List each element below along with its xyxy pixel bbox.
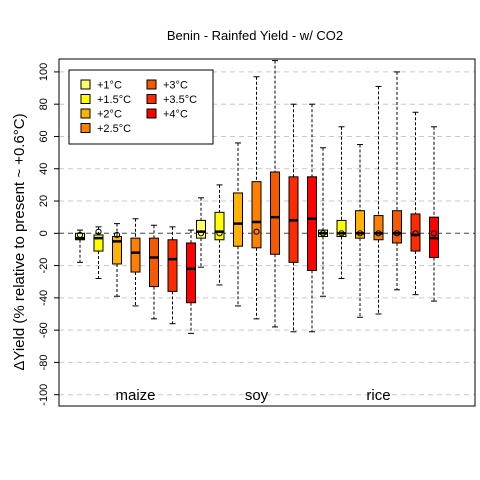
box-body — [270, 171, 280, 255]
box-body — [251, 181, 262, 249]
box-maize-2 — [93, 226, 104, 279]
y-axis-label: ΔYield (% relative to present ~ +0.6°C) — [11, 113, 28, 370]
box-soy-2 — [214, 184, 225, 286]
box-series — [75, 60, 439, 334]
box-body — [112, 236, 122, 265]
box-mean-marker — [319, 230, 327, 237]
box-body — [392, 210, 402, 244]
box-soy-1 — [196, 197, 206, 268]
box-mean-marker — [95, 228, 102, 235]
box-body — [336, 219, 347, 238]
box-mean-marker — [338, 230, 345, 237]
y-tick-label: -60 — [38, 322, 50, 338]
box-rice-2 — [336, 126, 347, 279]
legend-item: +2.5°C — [80, 123, 131, 135]
y-axis: -100 -80 -60 -40 -20 0 20 40 60 80 100 — [38, 63, 59, 406]
legend-swatch — [146, 94, 157, 104]
y-tick-label: -40 — [38, 290, 50, 306]
legend-item: +3.5°C — [146, 94, 197, 106]
box-body — [93, 234, 104, 252]
legend-swatch — [80, 94, 91, 104]
legend-item: +3°C — [146, 79, 188, 92]
box-body — [186, 242, 196, 304]
box-body — [196, 219, 206, 239]
box-soy-6 — [288, 103, 299, 333]
legend-label: +4°C — [163, 109, 188, 121]
y-tick-label: 20 — [38, 195, 50, 207]
box-rice-4 — [373, 85, 384, 315]
legend-item: +1°C — [80, 79, 122, 92]
box-maize-6 — [167, 226, 178, 325]
box-body — [75, 232, 85, 241]
group-label-rice: rice — [366, 387, 390, 404]
box-soy-7 — [307, 103, 317, 333]
legend-label: +1.5°C — [97, 94, 131, 106]
legend: +1°C +1.5°C +2°C +2.5°C +3°C +3.5°C +4°C — [68, 69, 214, 145]
box-body — [167, 239, 178, 292]
box-body — [373, 215, 384, 241]
box-rice-7 — [429, 126, 439, 302]
box-soy-3 — [233, 142, 243, 307]
group-label-soy: soy — [245, 387, 269, 404]
box-mean-marker — [393, 230, 401, 237]
box-soy-5 — [270, 60, 280, 328]
legend-label: +2°C — [97, 109, 122, 121]
group-labels: maize soy rice — [115, 387, 390, 404]
box-rice-3 — [355, 144, 365, 318]
box-mean-marker — [216, 230, 223, 237]
legend-item: +1.5°C — [80, 94, 131, 106]
group-label-maize: maize — [115, 387, 155, 404]
legend-item: +4°C — [146, 108, 188, 121]
box-body — [307, 176, 317, 271]
box-rice-6 — [410, 111, 421, 296]
box-maize-7 — [186, 229, 196, 334]
box-body — [355, 210, 365, 239]
box-body — [410, 213, 421, 252]
box-mean-marker — [253, 228, 260, 235]
box-rice-1 — [318, 147, 328, 297]
y-tick-label: -100 — [38, 384, 50, 406]
box-body — [149, 237, 159, 288]
chart-title: Benin - Rainfed Yield - w/ CO2 — [167, 28, 343, 43]
box-body — [130, 237, 141, 273]
legend-item: +2°C — [80, 108, 122, 121]
legend-swatch — [146, 108, 157, 119]
box-mean-marker — [412, 230, 419, 237]
legend-swatch — [80, 123, 91, 133]
y-tick-label: 40 — [38, 163, 50, 175]
box-maize-4 — [130, 218, 141, 307]
y-tick-label: -20 — [38, 258, 50, 274]
y-tick-label: 60 — [38, 130, 50, 142]
y-tick-label: 0 — [38, 230, 50, 236]
box-mean-marker — [76, 231, 84, 239]
box-mean-marker — [356, 230, 364, 237]
grid-lines — [59, 71, 475, 396]
box-mean-marker — [197, 230, 205, 237]
legend-label: +2.5°C — [97, 123, 131, 135]
y-tick-label: 80 — [38, 98, 50, 110]
plot-border — [58, 58, 476, 407]
box-maize-1 — [75, 229, 85, 263]
box-body — [233, 192, 243, 247]
legend-label: +3°C — [163, 80, 188, 92]
y-tick-label: 100 — [38, 63, 50, 81]
box-mean-marker — [375, 230, 382, 237]
box-soy-4 — [251, 76, 262, 320]
legend-swatch — [80, 108, 91, 119]
legend-label: +3.5°C — [163, 94, 197, 106]
legend-box — [68, 69, 214, 145]
y-tick-label: -80 — [38, 354, 50, 370]
legend-label: +1°C — [97, 80, 122, 92]
box-rice-5 — [392, 71, 402, 291]
box-maize-5 — [149, 224, 159, 320]
box-maize-3 — [112, 223, 122, 297]
legend-swatch — [146, 79, 157, 90]
legend-swatch — [80, 79, 91, 90]
box-mean-marker — [113, 231, 121, 239]
box-body — [214, 211, 225, 241]
box-mean-marker — [430, 230, 438, 237]
